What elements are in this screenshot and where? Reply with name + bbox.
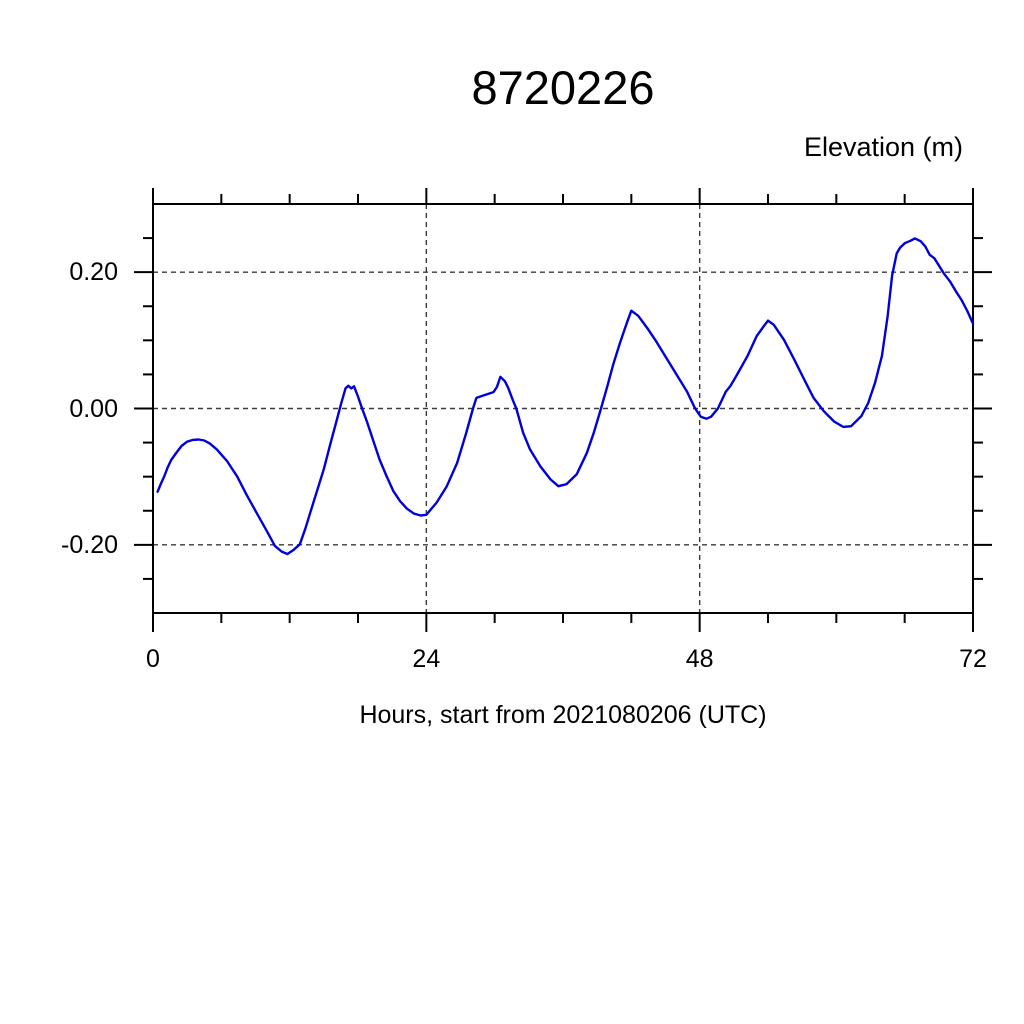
- y-axis-title: Elevation (m): [803, 132, 963, 162]
- y-tick-label: 0.00: [69, 394, 118, 423]
- chart-title: 8720226: [471, 61, 655, 114]
- x-tick-label: 48: [685, 645, 714, 673]
- y-tick-label: -0.20: [61, 530, 118, 559]
- x-axis-title: Hours, start from 2021080206 (UTC): [359, 701, 767, 729]
- plot-frame: [152, 203, 974, 614]
- y-tick-label: 0.20: [69, 258, 118, 287]
- x-tick-label: 24: [412, 645, 441, 673]
- x-tick-label: 72: [959, 645, 987, 673]
- x-tick-label: 0: [146, 645, 160, 673]
- elevation-line: [156, 237, 975, 556]
